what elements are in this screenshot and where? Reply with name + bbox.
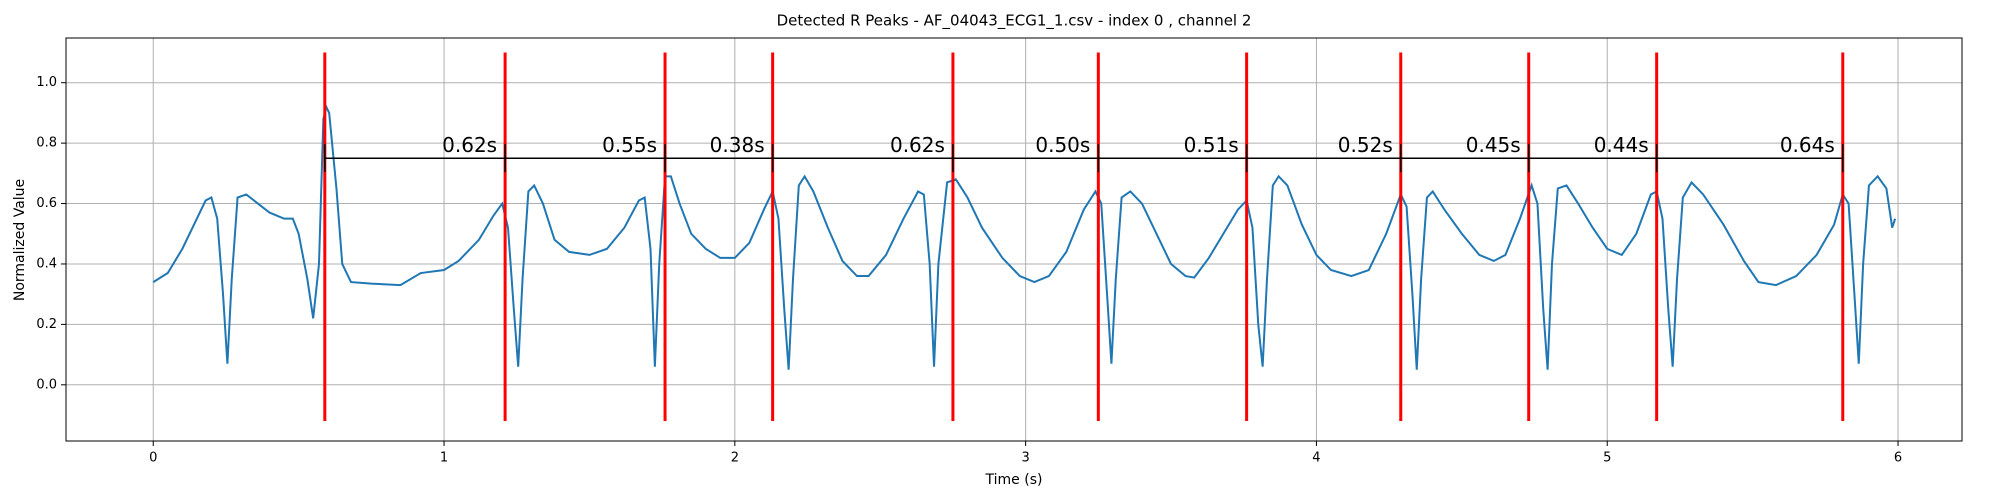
x-tick-label: 3	[1021, 451, 1029, 466]
x-tick-label: 0	[149, 451, 157, 466]
y-tick-label: 1.0	[36, 75, 57, 90]
y-tick-label: 0.4	[36, 256, 57, 271]
interval-label: 0.62s	[890, 133, 945, 157]
x-tick-label: 5	[1603, 451, 1611, 466]
x-axis-label: Time (s)	[985, 472, 1043, 488]
x-tick-label: 4	[1312, 451, 1320, 466]
x-tick-label: 2	[731, 451, 739, 466]
x-tick-label: 1	[440, 451, 448, 466]
interval-label: 0.38s	[710, 133, 765, 157]
chart-title: Detected R Peaks - AF_04043_ECG1_1.csv -…	[777, 12, 1252, 31]
interval-label: 0.55s	[602, 133, 657, 157]
interval-label: 0.50s	[1035, 133, 1090, 157]
interval-label: 0.62s	[442, 133, 497, 157]
x-tick-label: 6	[1894, 451, 1902, 466]
plot-frame	[65, 37, 1963, 442]
y-tick-label: 0.0	[36, 377, 57, 392]
y-tick-label: 0.6	[36, 196, 57, 211]
y-tick-label: 0.8	[36, 136, 57, 151]
interval-label: 0.44s	[1594, 133, 1649, 157]
y-axis-label: Normalized Value	[12, 179, 28, 301]
interval-label: 0.64s	[1780, 133, 1835, 157]
ecg-line	[152, 103, 1897, 370]
y-tick-label: 0.2	[36, 317, 57, 332]
interval-label: 0.45s	[1466, 133, 1521, 157]
interval-label: 0.51s	[1184, 133, 1239, 157]
interval-label: 0.52s	[1338, 133, 1393, 157]
